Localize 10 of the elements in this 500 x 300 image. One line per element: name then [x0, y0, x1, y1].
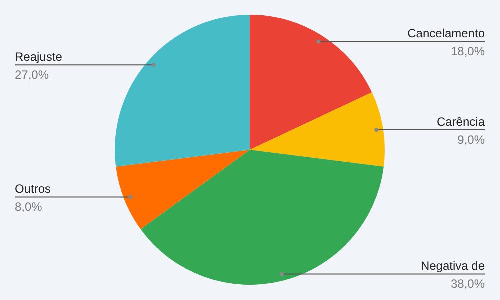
data-label: 27,0% — [15, 68, 50, 82]
slice-label: Cancelamento — [408, 26, 486, 41]
data-label: 38,0% — [450, 277, 486, 292]
slice-label: Outros — [15, 182, 52, 196]
data-label: 8,0% — [15, 200, 43, 214]
slice-label: Reajuste — [15, 50, 63, 64]
slice-label: Carência — [436, 114, 486, 129]
data-label: 18,0% — [450, 44, 486, 59]
data-label: 9,0% — [458, 132, 486, 147]
slice-label: Negativa de — [420, 259, 486, 274]
